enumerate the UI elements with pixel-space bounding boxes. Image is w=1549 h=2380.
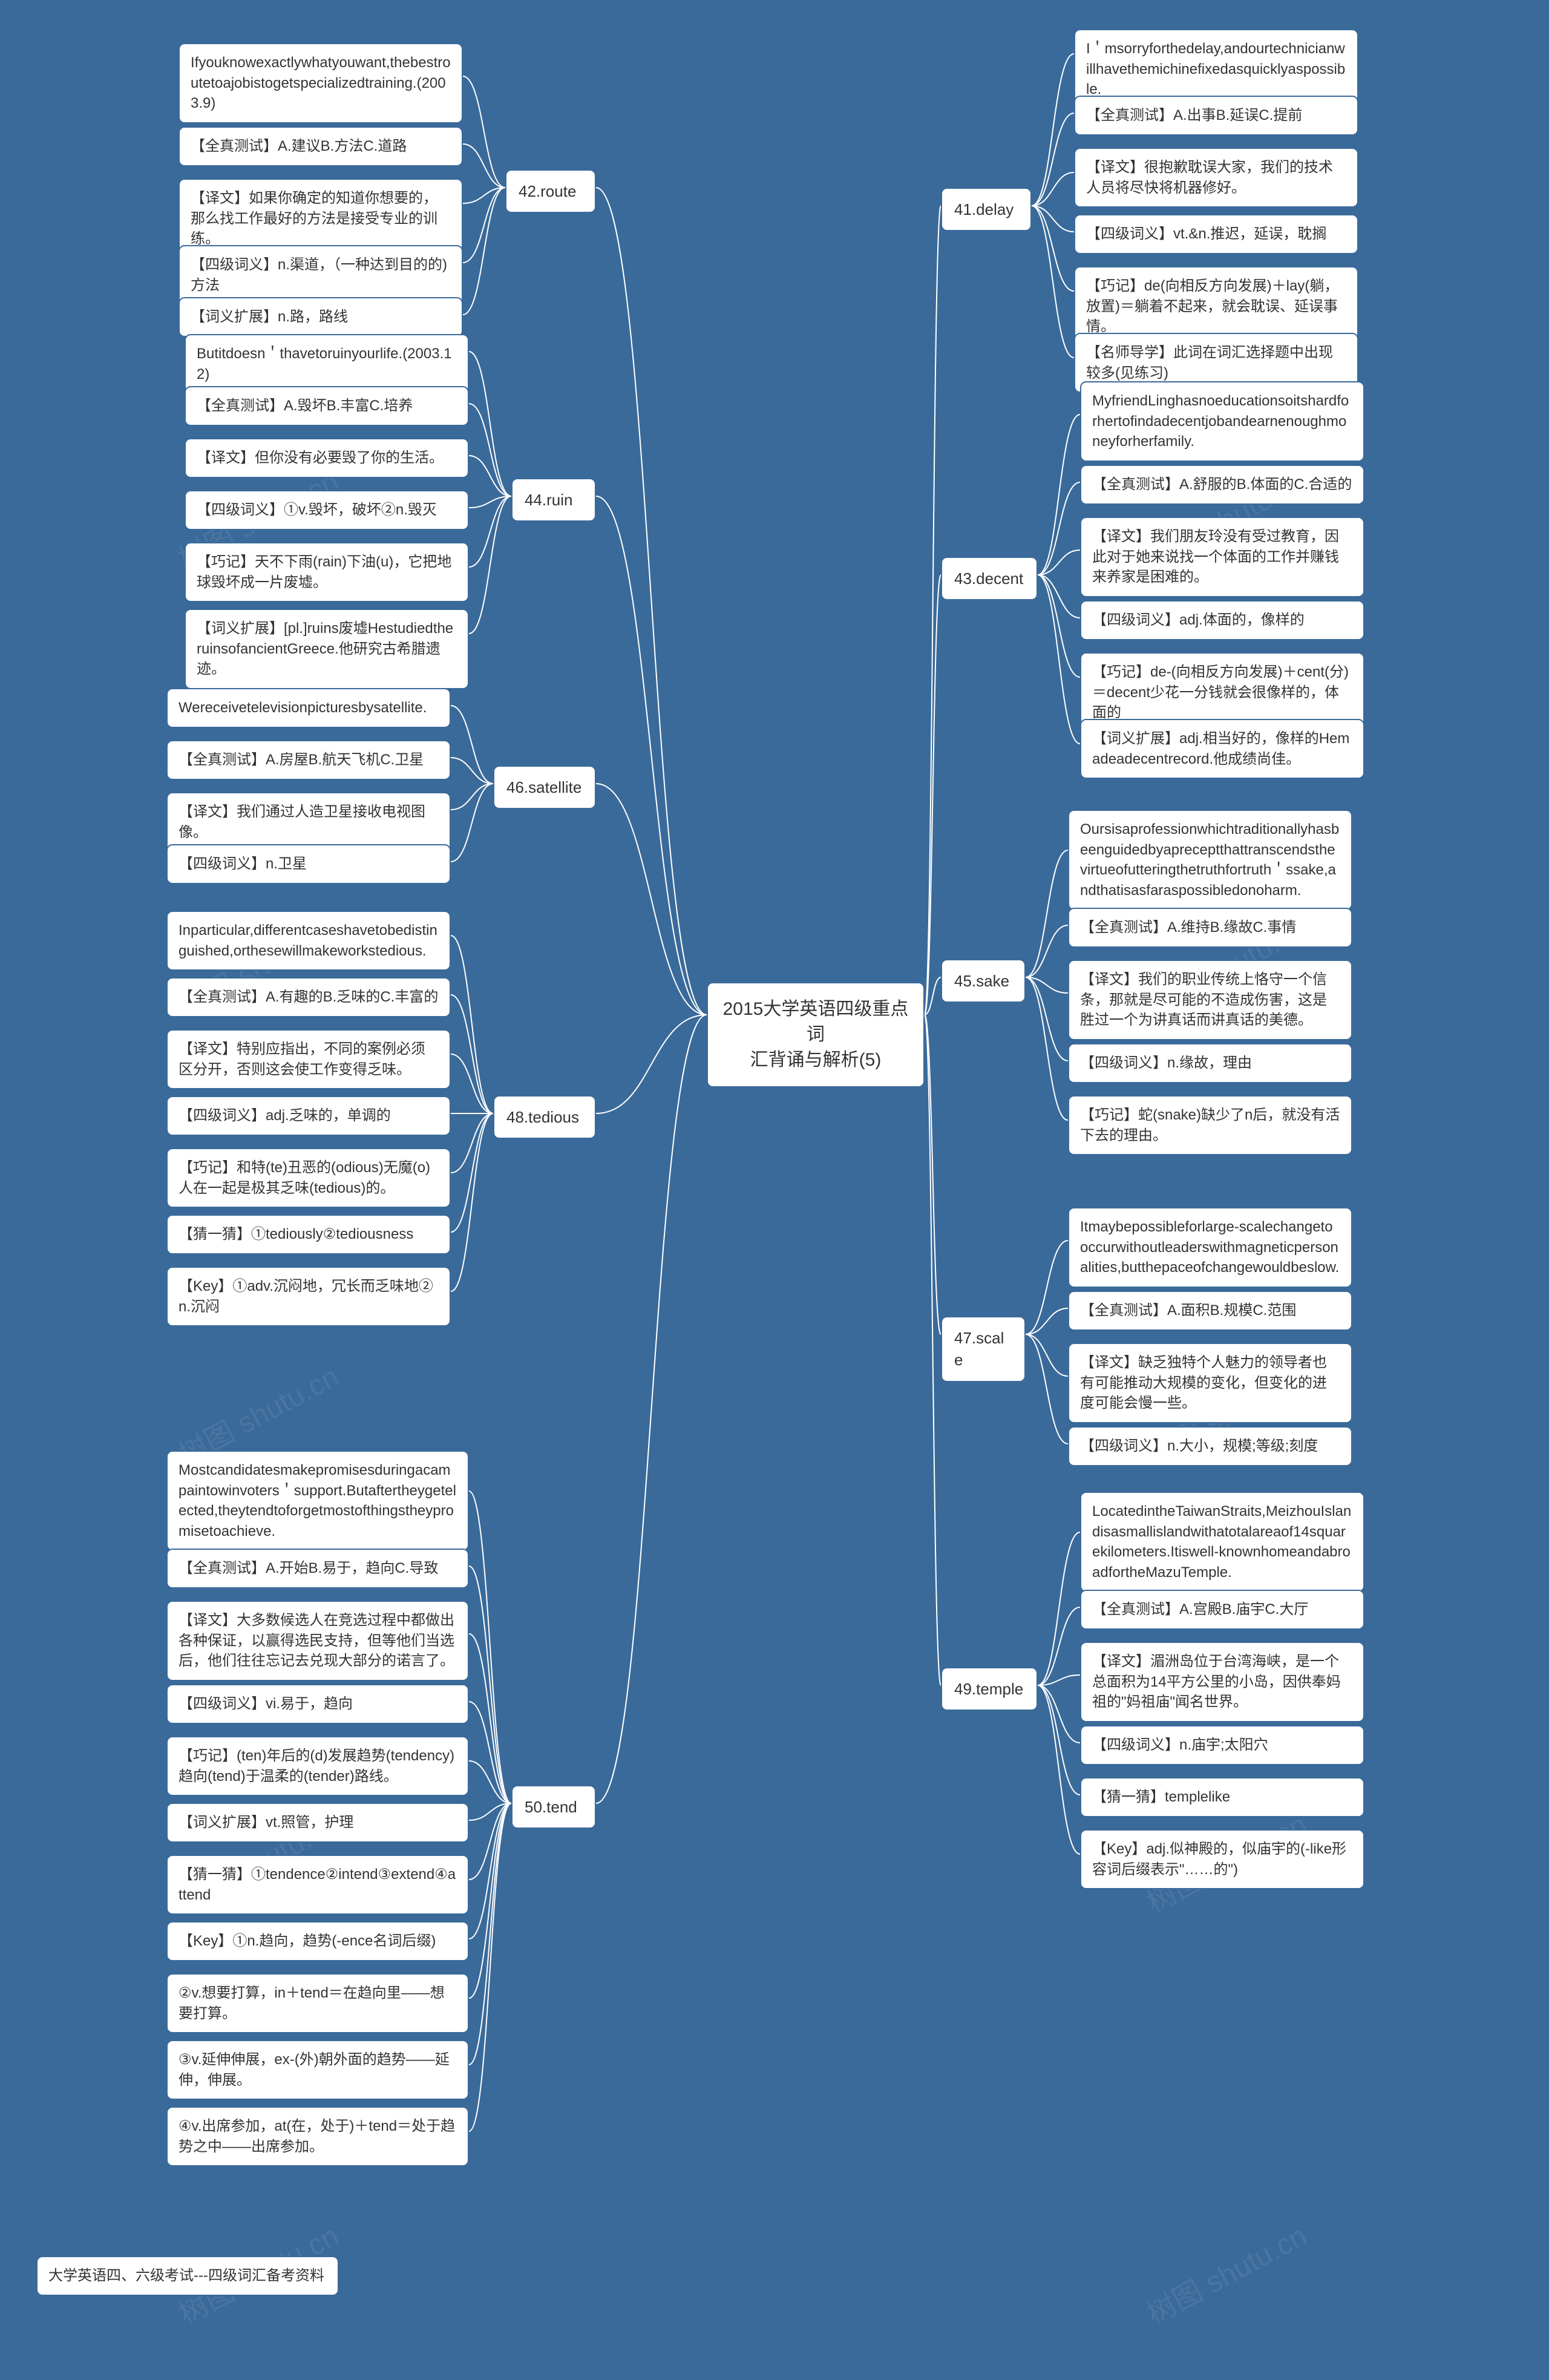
n45-leaf-2: 【译文】我们的职业传统上恪守一个信条，那就是尽可能的不造成伤害，这是胜过一个为讲… bbox=[1068, 960, 1352, 1040]
n49-leaf-2: 【译文】湄洲岛位于台湾海峡，是一个总面积为14平方公里的小岛，因供奉妈祖的"妈祖… bbox=[1080, 1642, 1364, 1722]
n46-leaf-1: 【全真测试】A.房屋B.航天飞机C.卫星 bbox=[166, 740, 451, 780]
n42-leaf-0: Ifyouknowexactlywhatyouwant,thebestroute… bbox=[178, 43, 463, 123]
n48-leaf-3: 【四级词义】adj.乏味的，单调的 bbox=[166, 1096, 451, 1136]
n49-leaf-5: 【Key】adj.似神殿的，似庙宇的(-like形容词后缀表示"……的") bbox=[1080, 1829, 1364, 1889]
n46-branch: 46.satellite bbox=[493, 765, 596, 809]
n45-leaf-1: 【全真测试】A.维持B.缘故C.事情 bbox=[1068, 908, 1352, 948]
n43-leaf-2: 【译文】我们朋友玲没有受过教育，因此对于她来说找一个体面的工作并赚钱来养家是困难… bbox=[1080, 517, 1364, 597]
n43-leaf-3: 【四级词义】adj.体面的，像样的 bbox=[1080, 600, 1364, 640]
n44-leaf-0: Butitdoesn＇thavetoruinyourlife.(2003.12) bbox=[185, 334, 469, 394]
n50-leaf-2: 【译文】大多数候选人在竞选过程中都做出各种保证，以赢得选民支持，但等他们当选后，… bbox=[166, 1601, 469, 1681]
n50-leaf-4: 【巧记】(ten)年后的(d)发展趋势(tendency)趋向(tend)于温柔… bbox=[166, 1736, 469, 1796]
n41-leaf-3: 【四级词义】vt.&n.推迟，延误，耽搁 bbox=[1074, 214, 1358, 254]
n47-leaf-3: 【四级词义】n.大小，规模;等级;刻度 bbox=[1068, 1426, 1352, 1466]
n44-branch: 44.ruin bbox=[511, 478, 596, 522]
n49-leaf-3: 【四级词义】n.庙宇;太阳穴 bbox=[1080, 1725, 1364, 1765]
n44-leaf-2: 【译文】但你没有必要毁了你的生活。 bbox=[185, 438, 469, 478]
n47-leaf-2: 【译文】缺乏独特个人魅力的领导者也有可能推动大规模的变化，但变化的进度可能会慢一… bbox=[1068, 1343, 1352, 1423]
n47-leaf-0: Itmaybepossibleforlarge-scalechangetoocc… bbox=[1068, 1207, 1352, 1288]
n48-leaf-5: 【猜一猜】①tediously②tediousness bbox=[166, 1215, 451, 1254]
n48-leaf-2: 【译文】特别应指出，不同的案例必须区分开，否则这会使工作变得乏味。 bbox=[166, 1029, 451, 1089]
n43-branch: 43.decent bbox=[941, 557, 1038, 600]
n43-leaf-1: 【全真测试】A.舒服的B.体面的C.合适的 bbox=[1080, 465, 1364, 505]
n50-leaf-3: 【四级词义】vi.易于，趋向 bbox=[166, 1684, 469, 1724]
n45-leaf-3: 【四级词义】n.缘故，理由 bbox=[1068, 1043, 1352, 1083]
n41-leaf-1: 【全真测试】A.出事B.延误C.提前 bbox=[1074, 96, 1358, 136]
n44-leaf-5: 【词义扩展】[pl.]ruins废墟Hestudiedtheruinsofanc… bbox=[185, 609, 469, 689]
n48-leaf-6: 【Key】①adv.沉闷地，冗长而乏味地②n.沉闷 bbox=[166, 1267, 451, 1326]
n50-leaf-6: 【猜一猜】①tendence②intend③extend④attend bbox=[166, 1855, 469, 1915]
n50-leaf-0: Mostcandidatesmakepromisesduringacampain… bbox=[166, 1451, 469, 1551]
n49-leaf-1: 【全真测试】A.宫殿B.庙宇C.大厅 bbox=[1080, 1590, 1364, 1630]
n46-leaf-2: 【译文】我们通过人造卫星接收电视图像。 bbox=[166, 792, 451, 852]
n50-leaf-8: ②v.想要打算，in＋tend＝在趋向里——想要打算。 bbox=[166, 1973, 469, 2033]
n41-branch: 41.delay bbox=[941, 188, 1032, 231]
n42-branch: 42.route bbox=[505, 169, 596, 213]
n49-branch: 49.temple bbox=[941, 1667, 1038, 1711]
n49-leaf-0: LocatedintheTaiwanStraits,MeizhouIslandi… bbox=[1080, 1492, 1364, 1592]
n44-leaf-3: 【四级词义】①v.毁坏，破坏②n.毁灭 bbox=[185, 490, 469, 530]
n50-leaf-7: 【Key】①n.趋向，趋势(-ence名词后缀) bbox=[166, 1921, 469, 1961]
n42-leaf-1: 【全真测试】A.建议B.方法C.道路 bbox=[178, 126, 463, 166]
n50-branch: 50.tend bbox=[511, 1785, 596, 1829]
watermark: 树图 shutu.cn bbox=[1138, 2212, 1314, 2332]
n48-leaf-0: Inparticular,differentcaseshavetobedisti… bbox=[166, 911, 451, 971]
n47-leaf-1: 【全真测试】A.面积B.规模C.范围 bbox=[1068, 1291, 1352, 1331]
n44-leaf-1: 【全真测试】A.毁坏B.丰富C.培养 bbox=[185, 386, 469, 426]
n42-leaf-3: 【四级词义】n.渠道，（一种达到目的的)方法 bbox=[178, 245, 463, 305]
n49-leaf-4: 【猜一猜】templelike bbox=[1080, 1777, 1364, 1817]
n44-leaf-4: 【巧记】天不下雨(rain)下油(u)，它把地球毁坏成一片废墟。 bbox=[185, 542, 469, 602]
n42-leaf-4: 【词义扩展】n.路，路线 bbox=[178, 297, 463, 337]
n45-leaf-4: 【巧记】蛇(snake)缺少了n后，就没有活下去的理由。 bbox=[1068, 1095, 1352, 1155]
n50-leaf-9: ③v.延伸伸展，ex-(外)朝外面的趋势——延伸，伸展。 bbox=[166, 2040, 469, 2100]
n45-leaf-0: Oursisaprofessionwhichtraditionallyhasbe… bbox=[1068, 810, 1352, 910]
n48-leaf-1: 【全真测试】A.有趣的B.乏味的C.丰富的 bbox=[166, 977, 451, 1017]
n50-leaf-10: ④v.出席参加，at(在，处于)＋tend＝处于趋势之中——出席参加。 bbox=[166, 2106, 469, 2166]
n48-branch: 48.tedious bbox=[493, 1095, 596, 1139]
n50-leaf-1: 【全真测试】A.开始B.易于，趋向C.导致 bbox=[166, 1549, 469, 1588]
n45-branch: 45.sake bbox=[941, 959, 1026, 1003]
n43-leaf-0: MyfriendLinghasnoeducationsoitshardforhe… bbox=[1080, 381, 1364, 462]
n46-leaf-0: Wereceivetelevisionpicturesbysatellite. bbox=[166, 688, 451, 728]
n41-leaf-2: 【译文】很抱歉耽误大家，我们的技术人员将尽快将机器修好。 bbox=[1074, 148, 1358, 208]
footer-note: 大学英语四、六级考试---四级词汇备考资料 bbox=[36, 2256, 339, 2296]
root-node: 2015大学英语四级重点词 汇背诵与解析(5) bbox=[707, 982, 925, 1087]
n46-leaf-3: 【四级词义】n.卫星 bbox=[166, 844, 451, 884]
n47-branch: 47.scale bbox=[941, 1316, 1026, 1382]
n50-leaf-5: 【词义扩展】vt.照管，护理 bbox=[166, 1803, 469, 1843]
n48-leaf-4: 【巧记】和特(te)丑恶的(odious)无魔(o)人在一起是极其乏味(tedi… bbox=[166, 1148, 451, 1208]
n43-leaf-5: 【词义扩展】adj.相当好的，像样的Hemadeadecentrecord.他成… bbox=[1080, 719, 1364, 779]
